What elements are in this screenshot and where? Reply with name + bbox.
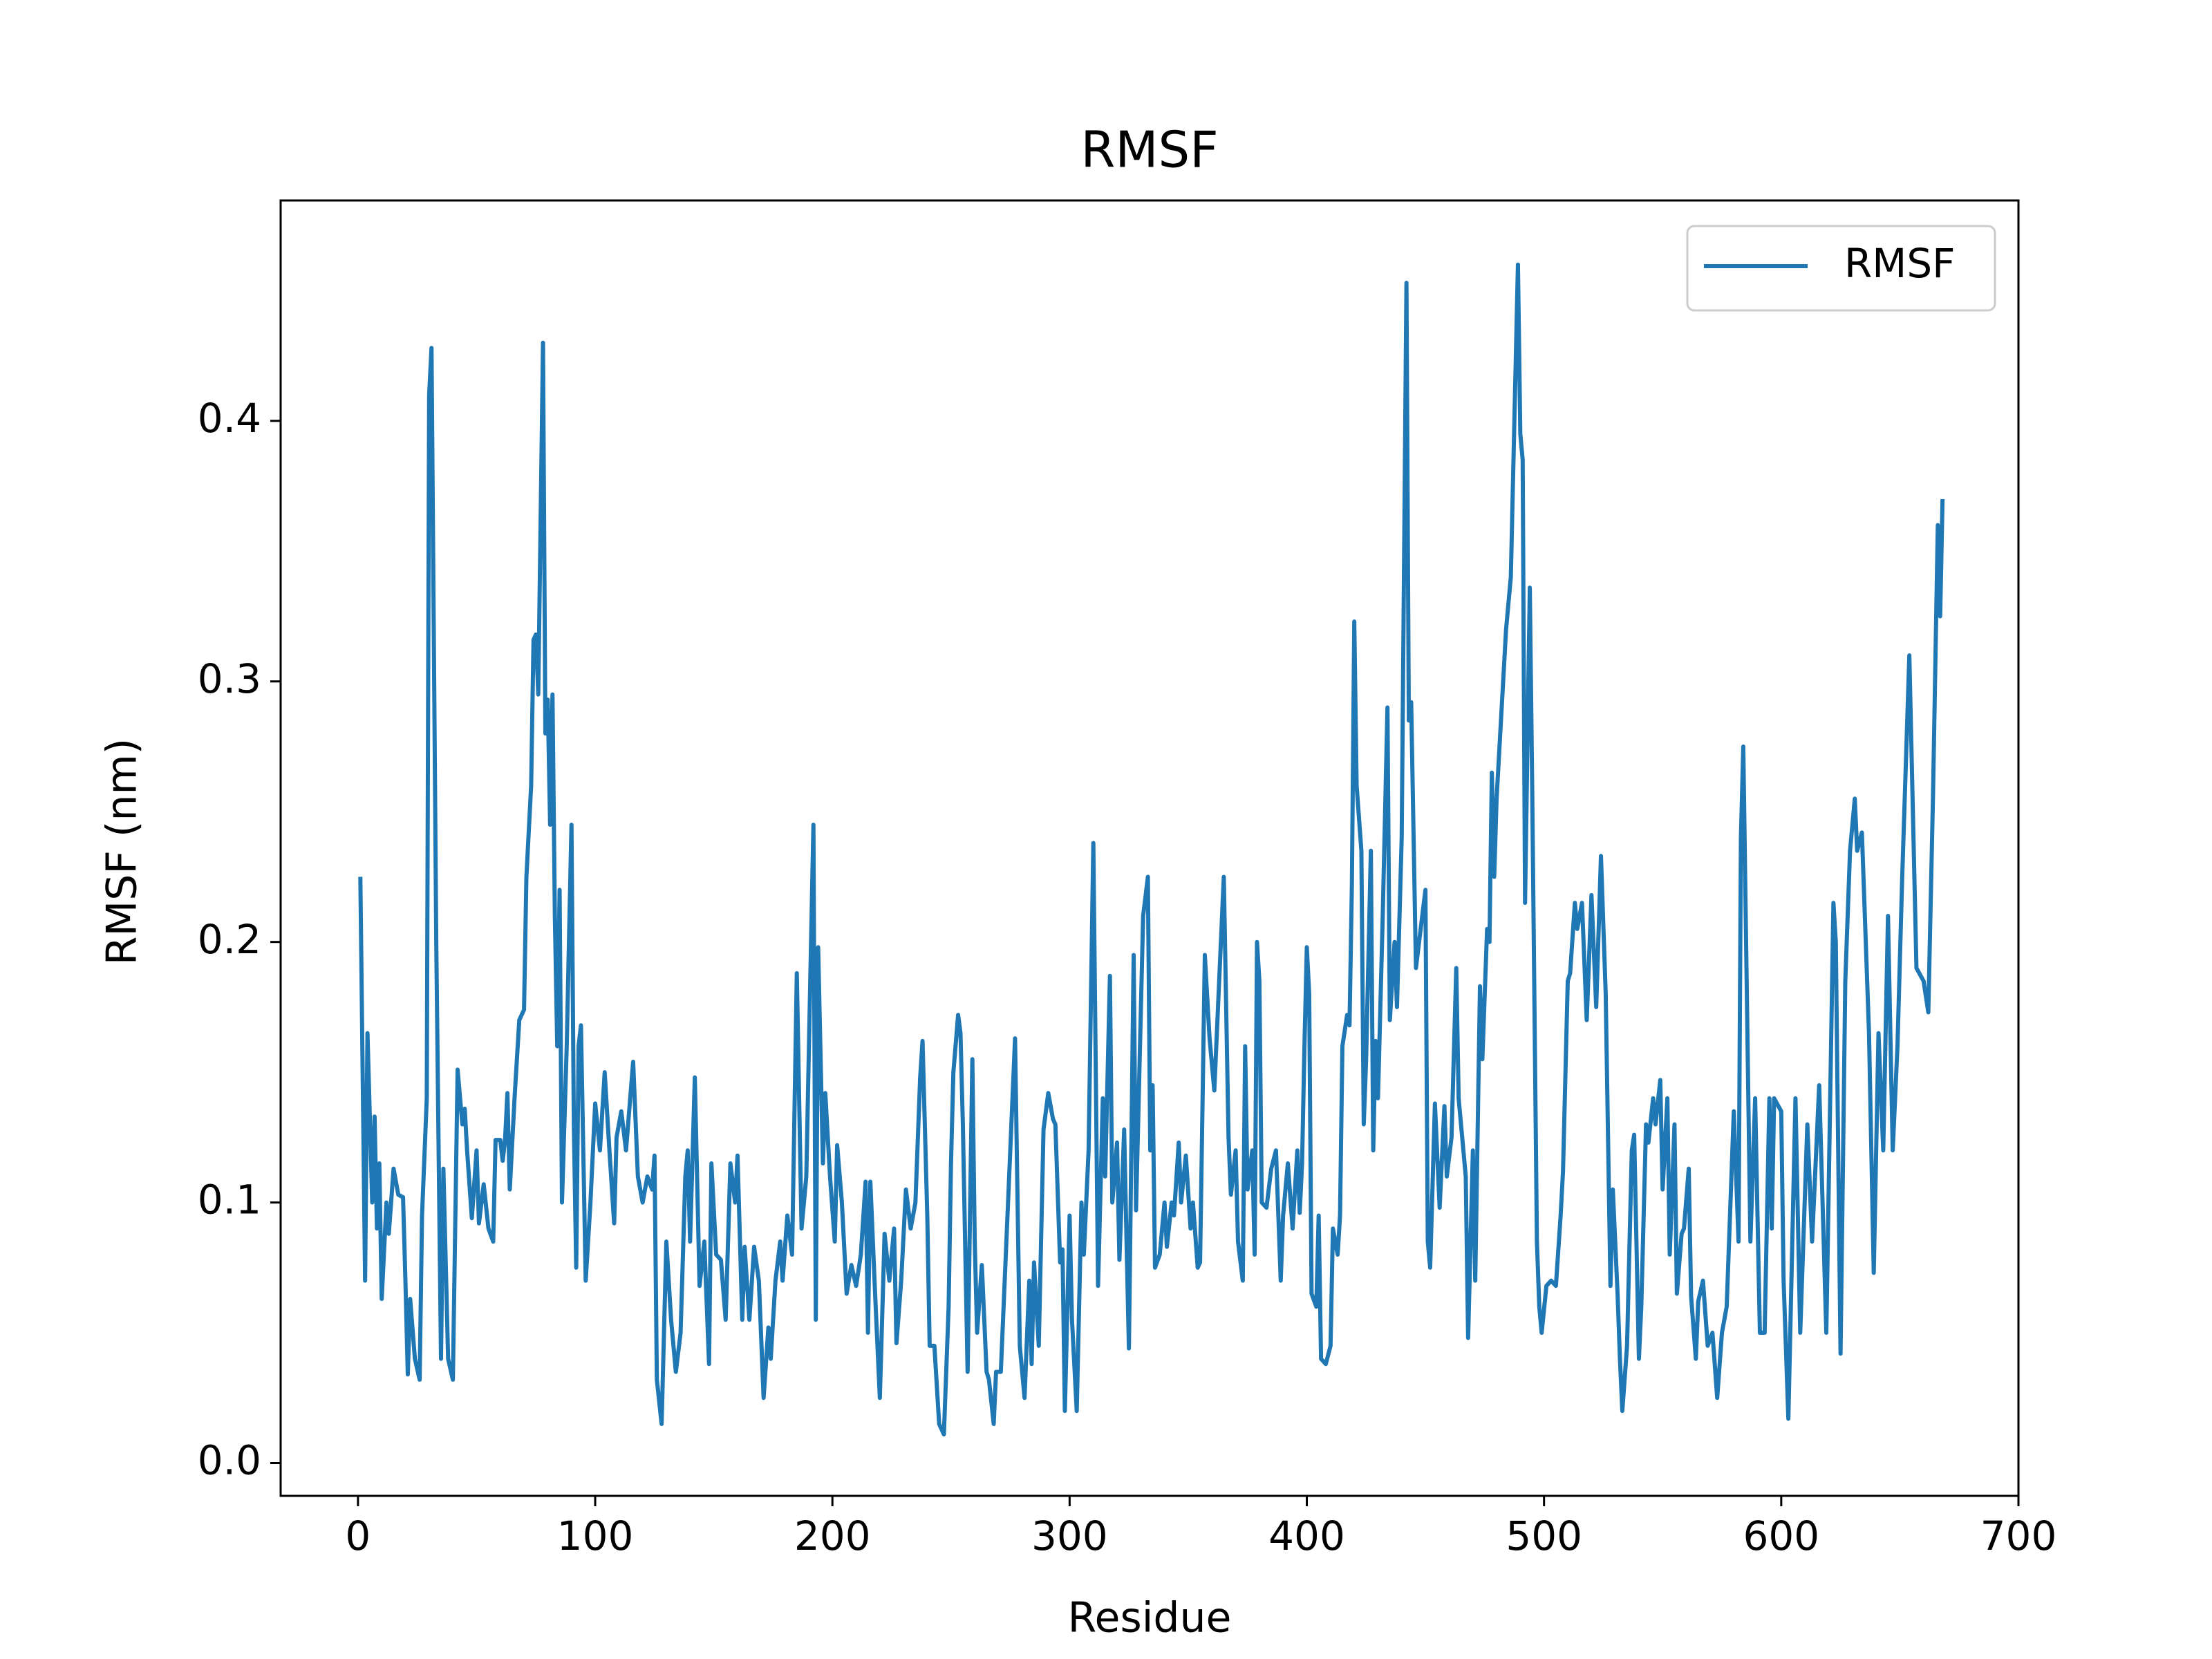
x-tick-label: 400 <box>1268 1512 1345 1559</box>
x-tick-label: 600 <box>1743 1512 1819 1559</box>
plot-frame <box>279 199 2020 1497</box>
y-tick-label: 0.0 <box>198 1437 261 1484</box>
x-tick-label: 700 <box>1980 1512 2057 1559</box>
y-axis-label: RMSF (nm) <box>98 738 147 965</box>
y-tick-label: 0.4 <box>198 395 261 442</box>
y-tick-label: 0.3 <box>198 655 261 702</box>
y-tick-label: 0.1 <box>198 1177 261 1224</box>
legend-box <box>1686 225 1996 312</box>
y-tick-label: 0.2 <box>198 916 261 963</box>
x-tick-label: 0 <box>345 1512 371 1559</box>
x-axis-label: Residue <box>1068 1594 1232 1642</box>
legend-label: RMSF <box>1844 240 1956 287</box>
chart-title: RMSF <box>1080 121 1218 179</box>
x-tick-label: 100 <box>557 1512 634 1559</box>
x-tick-label: 300 <box>1031 1512 1108 1559</box>
x-tick-label: 200 <box>794 1512 871 1559</box>
x-tick-label: 500 <box>1506 1512 1582 1559</box>
data-line <box>358 262 1945 1437</box>
